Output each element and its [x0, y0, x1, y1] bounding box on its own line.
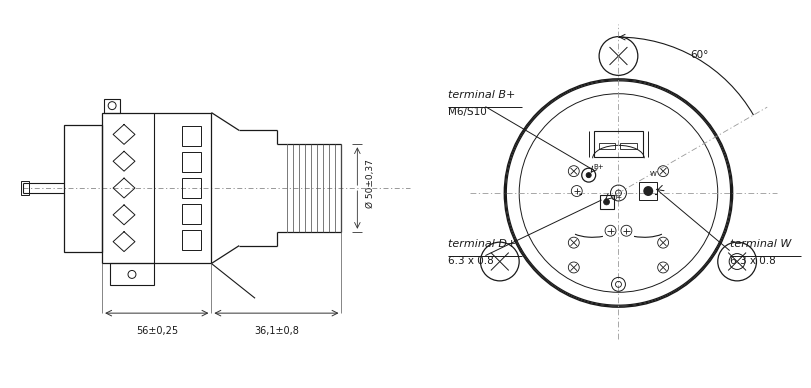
Text: B+: B+: [593, 164, 603, 170]
Text: 36,1±0,8: 36,1±0,8: [254, 326, 298, 336]
Circle shape: [586, 173, 590, 178]
Text: W: W: [650, 171, 656, 177]
Bar: [182, 178, 201, 198]
Bar: [638, 182, 656, 200]
Bar: [110, 263, 153, 285]
Circle shape: [603, 199, 609, 205]
Bar: [182, 126, 201, 146]
Bar: [599, 195, 613, 209]
Text: terminal W: terminal W: [729, 239, 790, 249]
Bar: [620, 143, 637, 149]
Bar: [598, 143, 615, 149]
Text: Ø 50±0,37: Ø 50±0,37: [366, 159, 375, 208]
Text: 6.3 x 0.8: 6.3 x 0.8: [729, 256, 775, 265]
Text: 56±0,25: 56±0,25: [135, 326, 178, 336]
Circle shape: [642, 186, 652, 196]
Bar: [182, 152, 201, 172]
Text: M6/S10: M6/S10: [447, 107, 486, 117]
Bar: [102, 113, 211, 263]
Bar: [593, 132, 642, 157]
Text: terminal D+: terminal D+: [447, 239, 516, 249]
Bar: [182, 230, 201, 249]
Bar: [21, 181, 28, 195]
Bar: [182, 204, 201, 224]
Text: D+: D+: [611, 195, 622, 201]
Text: 6.3 x 0.8: 6.3 x 0.8: [447, 256, 493, 265]
Bar: [104, 99, 120, 113]
Bar: [64, 125, 102, 251]
Text: 60°: 60°: [689, 50, 707, 60]
Text: terminal B+: terminal B+: [447, 90, 514, 100]
